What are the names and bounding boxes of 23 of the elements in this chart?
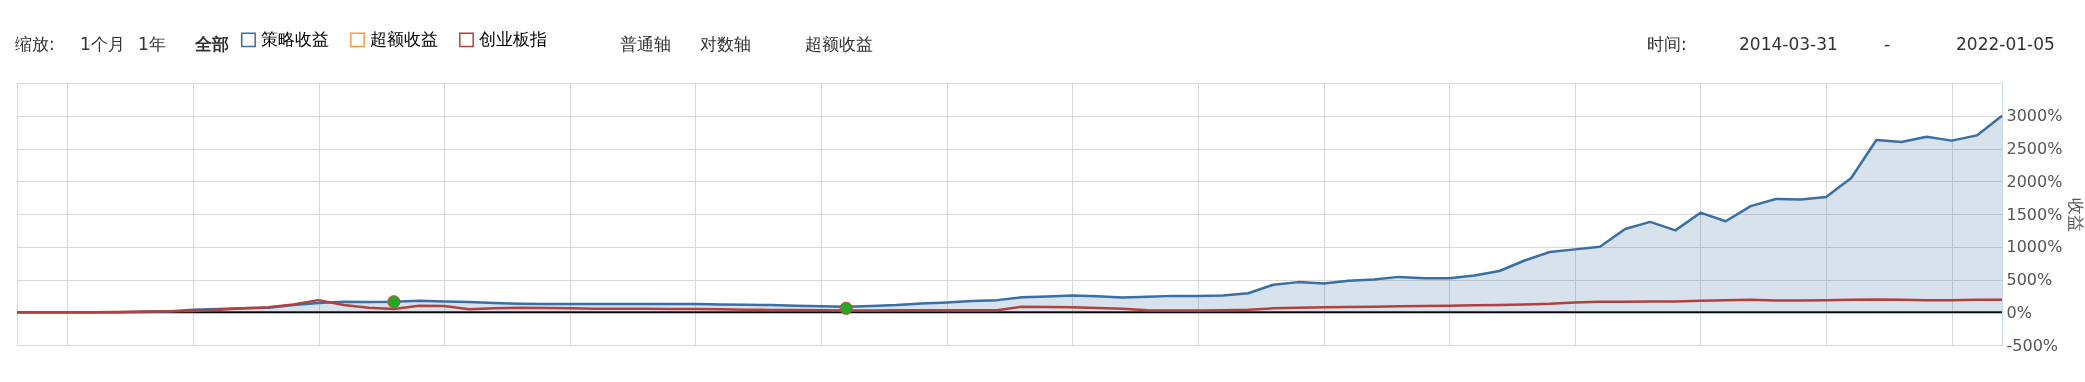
y-tick-label: -500% — [2006, 335, 2059, 355]
y-tick-label: 2000% — [2006, 171, 2063, 191]
text: 缩放: — [15, 34, 55, 54]
y-tick-label: 0% — [2006, 302, 2032, 322]
text: 全部 — [194, 34, 229, 54]
y-axis-title: 收益 — [2066, 197, 2085, 232]
text: 时间: — [1647, 34, 1687, 54]
legend-label: 创业板指 — [479, 28, 547, 49]
legend-label: 超额收益 — [370, 28, 438, 49]
y-tick-label: 1500% — [2006, 204, 2063, 224]
text: - — [1884, 34, 1891, 54]
text: 1个月 — [80, 34, 125, 54]
text: 1年 — [138, 34, 166, 54]
y-tick-label: 3000% — [2006, 106, 2063, 126]
legend-label: 策略收益 — [261, 28, 329, 49]
text: 超额收益 — [805, 34, 873, 54]
text: 2014-03-31 — [1739, 34, 1838, 54]
y-tick-label: 1000% — [2006, 237, 2063, 257]
text: 普通轴 — [620, 34, 671, 54]
y-tick-label: 500% — [2006, 270, 2053, 289]
text: 对数轴 — [700, 34, 751, 54]
y-tick-label: 2500% — [2006, 139, 2063, 158]
text: 2022-01-05 — [1956, 34, 2055, 54]
